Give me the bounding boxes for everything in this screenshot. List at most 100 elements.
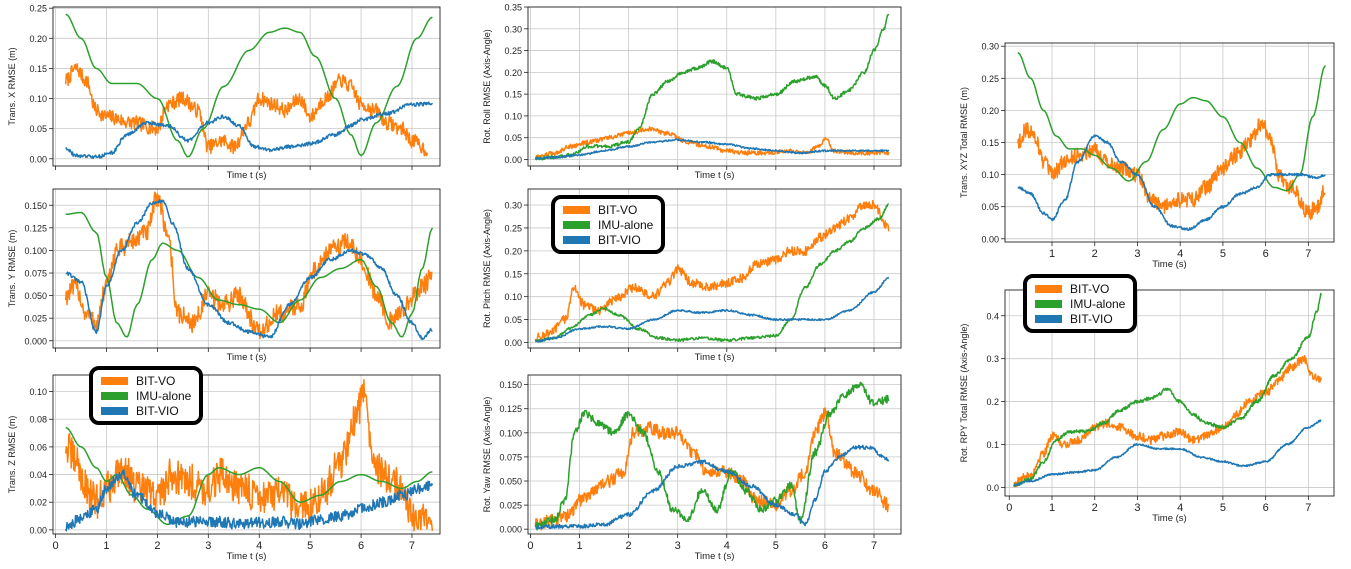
x-tick-label: 1 <box>1049 248 1055 260</box>
y-axis-label: Trans. Y RMSE (m) <box>7 230 17 308</box>
chart-trans-xyz: 1 2 3 4 5 6 7 0.00 0.05 0.10 0.15 0.20 0.25 0.30 Time … <box>959 42 1335 270</box>
y-tick-label: 0.20 <box>504 246 522 256</box>
legend-entry-bit-vo: BIT-VO <box>563 202 653 217</box>
y-tick-label: 0.025 <box>499 501 522 511</box>
series-line-bit-vo <box>1013 355 1322 488</box>
x-tick-label: 2 <box>1092 248 1098 260</box>
x-tick-label: 5 <box>307 540 313 552</box>
x-tick-label: 3 <box>1134 502 1140 514</box>
x-axis-label: Time (s) <box>1152 259 1186 270</box>
x-axis-label: Time t (s) <box>227 551 267 562</box>
legend-swatch-bit-vo <box>563 205 590 214</box>
y-tick-label: 0.050 <box>499 477 522 487</box>
legend-entry-bit-vio: BIT-VIO <box>563 232 653 247</box>
x-tick-label: 5 <box>773 540 779 552</box>
y-tick-label: 0.00 <box>504 338 522 348</box>
x-tick-label: 4 <box>1177 502 1183 514</box>
x-tick-label: 0 <box>527 540 533 552</box>
y-tick-label: 0.00 <box>29 154 47 164</box>
legend-label-bit-vio: BIT-VIO <box>136 403 179 418</box>
x-axis-label: Time (s) <box>1152 513 1186 524</box>
plot-frame <box>527 374 902 535</box>
y-axis-label: Trans. XYZ Total RMSE (m) <box>959 87 969 198</box>
legend-swatch-imu-alone <box>1035 299 1062 308</box>
legend-label-bit-vo: BIT-VO <box>1070 281 1110 296</box>
y-axis-label: Trans. X RMSE (m) <box>7 47 17 125</box>
y-tick-label: 0.20 <box>29 34 47 44</box>
y-tick-label: 0.02 <box>29 498 47 508</box>
x-axis-label: Time t (s) <box>695 352 735 363</box>
y-tick-label: 0.05 <box>504 133 522 143</box>
chart-trans-x: 0.00 0.05 0.10 0.15 0.20 0.25 Time t (s) Trans.… <box>7 4 441 181</box>
legend-entry-imu-alone: IMU-alone <box>1035 296 1125 311</box>
x-axis-label: Time t (s) <box>695 551 735 562</box>
legend-label-bit-vo: BIT-VO <box>598 202 638 217</box>
series-line-imu-alone <box>534 203 889 343</box>
series-line-imu-alone <box>1017 51 1327 192</box>
chart-rot-rpy: 0 1 2 3 4 5 6 7 0.0 0.1 0.2 0.3 0.4 Time (s) Rot. RPY … <box>959 289 1335 524</box>
y-tick-label: 0.100 <box>24 246 47 256</box>
legend-rot-pitch: BIT-VO IMU-alone BIT-VIO <box>551 195 666 254</box>
y-tick-label: 0.3 <box>986 354 999 364</box>
series-line-imu-alone <box>534 381 890 531</box>
y-tick-label: 0.20 <box>981 106 999 116</box>
x-tick-label: 2 <box>1092 502 1098 514</box>
y-tick-label: 0.15 <box>504 90 522 100</box>
y-tick-label: 0.050 <box>24 291 47 301</box>
legend-swatch-bit-vo <box>101 376 128 385</box>
y-tick-label: 0.15 <box>29 64 47 74</box>
x-tick-label: 6 <box>1263 502 1269 514</box>
y-tick-label: 0.30 <box>981 42 999 52</box>
y-tick-label: 0.20 <box>504 68 522 78</box>
legend-label-bit-vio: BIT-VIO <box>598 232 641 247</box>
x-tick-label: 1 <box>103 540 109 552</box>
series-line-bit-vio <box>534 276 890 343</box>
series-line-bit-vio <box>64 469 434 532</box>
y-tick-label: 0.08 <box>29 415 47 425</box>
x-tick-label: 1 <box>576 540 582 552</box>
x-tick-label: 5 <box>1220 502 1226 514</box>
legend-label-imu-alone: IMU-alone <box>598 217 654 232</box>
y-tick-label: 0.35 <box>504 3 522 13</box>
y-axis-label: Rot. Pitch RMSE (Axis-Angle) <box>482 209 492 328</box>
x-tick-label: 7 <box>1305 502 1311 514</box>
y-tick-label: 0.30 <box>504 24 522 34</box>
series-line-imu-alone <box>534 13 890 161</box>
x-tick-label: 1 <box>1049 502 1055 514</box>
x-tick-label: 3 <box>675 540 681 552</box>
y-tick-label: 0.125 <box>499 404 522 414</box>
x-tick-label: 4 <box>256 540 262 552</box>
series-line-imu-alone <box>65 13 433 158</box>
series-line-bit-vio <box>65 199 433 341</box>
y-tick-label: 0.06 <box>29 442 47 452</box>
x-axis-label: Time t (s) <box>695 170 735 181</box>
y-tick-label: 0.150 <box>24 201 47 211</box>
y-tick-label: 0.05 <box>504 315 522 325</box>
y-tick-label: 0.000 <box>24 336 47 346</box>
series-line-bit-vio <box>1017 134 1326 231</box>
x-tick-label: 3 <box>205 540 211 552</box>
series-line-imu-alone <box>65 211 434 338</box>
chart-trans-z: 0 1 2 3 4 5 6 7 0.00 0.02 0.04 0.06 0.08 0.10 Time t (… <box>7 374 441 562</box>
plot-frame <box>52 374 441 535</box>
y-tick-label: 0.10 <box>29 387 47 397</box>
series-line-bit-vio <box>534 138 890 160</box>
plot-frame <box>527 6 902 167</box>
y-tick-label: 0.25 <box>504 46 522 56</box>
legend-label-bit-vio: BIT-VIO <box>1070 311 1113 326</box>
y-tick-label: 0.000 <box>499 525 522 535</box>
x-tick-label: 6 <box>822 540 828 552</box>
y-tick-label: 0.075 <box>499 452 522 462</box>
x-tick-label: 4 <box>1177 248 1183 260</box>
x-tick-label: 2 <box>626 540 632 552</box>
y-tick-label: 0.25 <box>29 4 47 14</box>
y-tick-label: 0.15 <box>504 269 522 279</box>
legend-swatch-bit-vo <box>1035 284 1062 293</box>
x-tick-label: 0 <box>1006 502 1012 514</box>
x-tick-label: 2 <box>154 540 160 552</box>
y-tick-label: 0.150 <box>499 380 522 390</box>
y-tick-label: 0.4 <box>986 311 999 321</box>
y-tick-label: 0.1 <box>986 440 999 450</box>
x-tick-label: 6 <box>358 540 364 552</box>
plot-frame <box>52 188 441 349</box>
